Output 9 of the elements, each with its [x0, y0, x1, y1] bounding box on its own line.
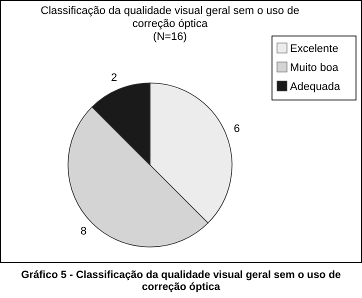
data-label: 8	[80, 225, 87, 238]
legend-label: Adequada	[290, 81, 342, 93]
chart-title: Classificação da qualidade visual geral sem o uso de correção óptica	[40, 5, 300, 30]
chart-subtitle: (N=16)	[153, 31, 187, 43]
data-label: 2	[110, 72, 118, 84]
legend-label: Muito boa	[290, 62, 340, 74]
text: Gráfico 5 - Classificação da qualidade visual geral sem o uso de correção óptica	[21, 269, 342, 293]
legend-label: Excelente	[290, 43, 338, 55]
data-label: 6	[234, 122, 240, 135]
